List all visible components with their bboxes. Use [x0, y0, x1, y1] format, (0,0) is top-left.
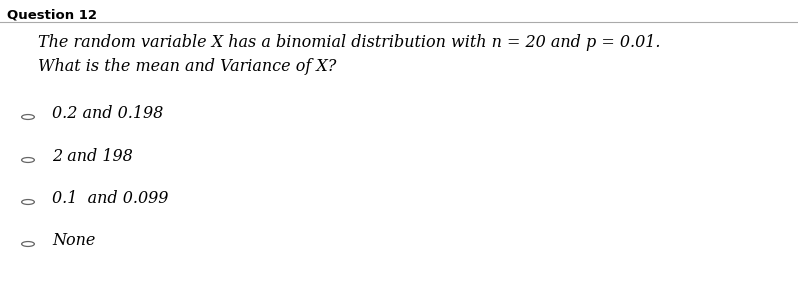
Text: 2 and 198: 2 and 198 — [52, 148, 132, 165]
Text: 0.2 and 0.198: 0.2 and 0.198 — [52, 105, 164, 122]
Text: What is the mean and Variance of X?: What is the mean and Variance of X? — [38, 58, 337, 75]
Text: Question 12: Question 12 — [7, 8, 97, 21]
Text: 0.1  and 0.099: 0.1 and 0.099 — [52, 190, 168, 207]
Text: The random variable X has a binomial distribution with n = 20 and p = 0.01.: The random variable X has a binomial dis… — [38, 34, 661, 51]
Text: None: None — [52, 232, 96, 249]
